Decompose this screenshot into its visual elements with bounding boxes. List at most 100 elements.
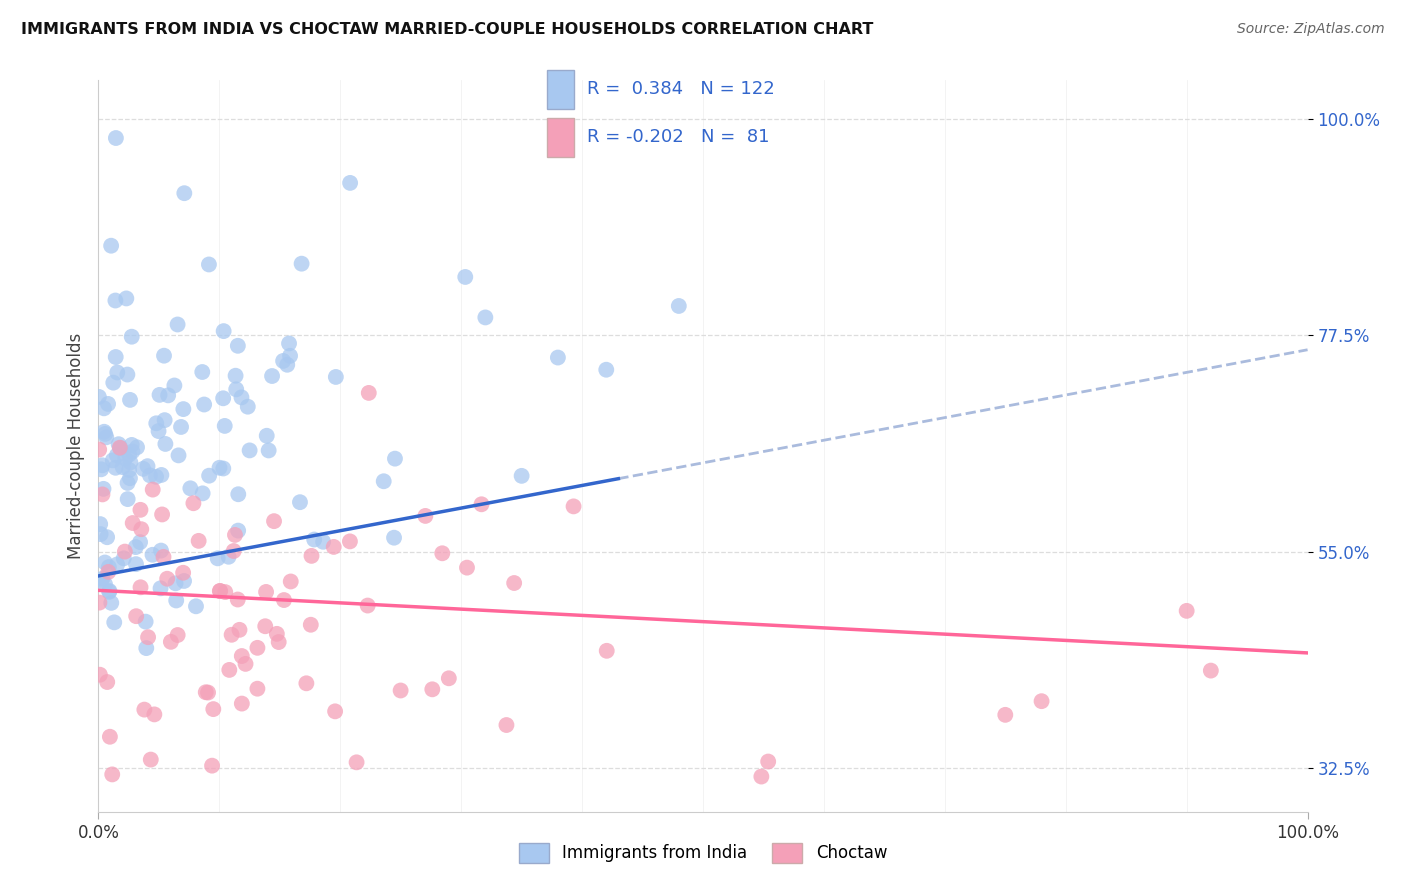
Point [134,703,156,717]
Point [114,451,136,466]
Point [139,753,162,767]
Point [150,543,173,558]
Point [291,257,314,271]
Legend: Immigrants from India, Choctaw: Immigrants from India, Choctaw [512,837,894,869]
Point [165,593,187,607]
Bar [547,118,575,157]
Point [90,527,112,541]
Point [596,644,619,658]
Point [97,565,120,579]
Point [104,131,127,145]
Point [456,560,478,574]
Point [90,573,112,587]
Point [118,471,141,485]
Point [271,354,294,368]
Point [121,516,143,530]
Point [299,617,322,632]
Point [208,584,231,599]
Point [510,468,533,483]
Point [118,463,141,477]
Point [194,685,217,699]
Point [121,444,143,458]
Point [257,443,280,458]
Point [93,425,115,439]
Point [155,437,177,451]
Point [173,186,195,201]
Point [125,440,148,454]
Point [125,609,148,624]
Point [166,318,188,332]
Point [225,382,247,396]
Point [112,551,135,566]
Point [172,566,194,580]
Point [87,390,110,404]
Point [209,584,232,599]
Point [367,834,389,848]
Point [114,544,136,558]
Point [356,599,378,613]
Point [118,448,141,462]
Point [105,558,128,572]
Point [193,397,215,411]
Point [170,420,193,434]
Point [339,534,361,549]
Point [420,682,443,697]
Point [184,599,207,614]
Point [135,641,157,656]
Point [135,615,157,629]
Point [301,549,323,563]
Point [121,438,143,452]
Point [167,449,190,463]
Point [357,385,380,400]
Point [278,336,301,351]
Point [191,365,214,379]
Point [280,574,302,589]
Point [132,462,155,476]
Point [165,576,187,591]
Point [263,514,285,528]
Point [101,767,124,781]
Point [125,557,148,571]
Point [142,483,165,497]
Point [262,369,284,384]
Point [415,508,437,523]
Point [120,455,142,469]
Point [212,324,235,338]
Point [104,460,127,475]
Point [1031,694,1053,708]
Point [595,362,617,376]
Point [149,582,172,596]
Point [110,441,132,455]
Point [89,517,111,532]
Point [191,486,214,500]
Point [276,358,298,372]
Point [156,572,179,586]
Text: Source: ZipAtlas.com: Source: ZipAtlas.com [1237,22,1385,37]
Point [266,627,288,641]
Point [179,481,201,495]
Point [89,442,111,457]
Point [101,453,124,467]
Point [295,676,318,690]
Point [150,508,173,522]
Point [416,863,439,877]
Point [322,540,344,554]
Point [454,269,477,284]
Point [254,585,277,599]
Point [187,533,209,548]
Point [153,413,176,427]
Text: IMMIGRANTS FROM INDIA VS CHOCTAW MARRIED-COUPLE HOUSEHOLDS CORRELATION CHART: IMMIGRANTS FROM INDIA VS CHOCTAW MARRIED… [21,22,873,37]
Point [93,482,115,496]
Point [218,549,240,564]
Point [145,470,167,484]
Point [89,667,111,681]
Point [121,329,143,343]
Point [226,524,249,538]
Point [136,630,159,644]
Point [96,530,118,544]
Point [91,572,114,586]
Point [222,544,245,558]
Point [226,339,249,353]
Point [100,596,122,610]
Point [756,755,779,769]
